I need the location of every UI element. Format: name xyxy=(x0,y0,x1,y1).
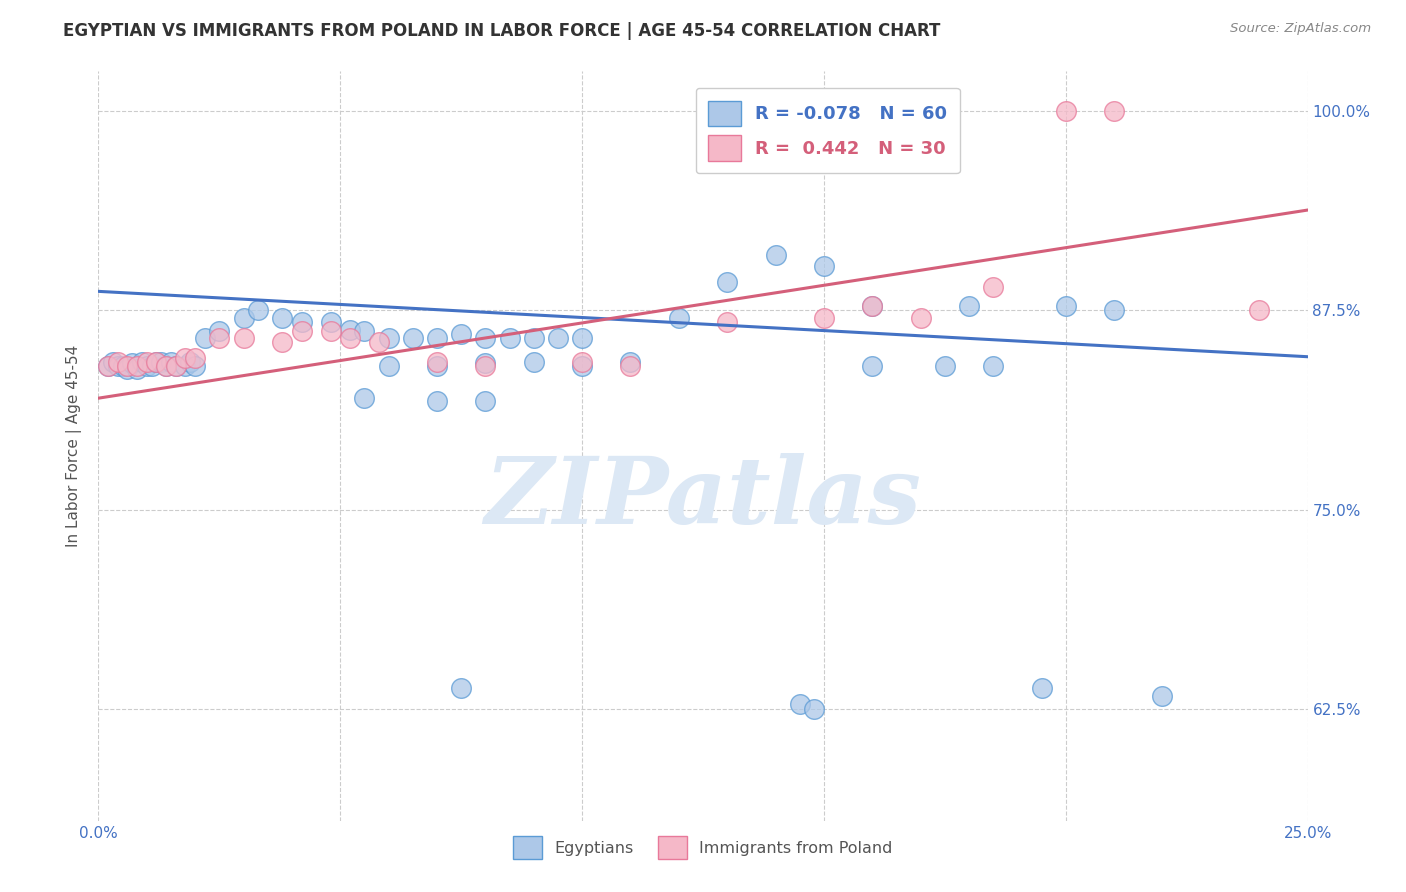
Point xyxy=(184,359,207,374)
Point xyxy=(860,299,883,313)
Point xyxy=(813,259,835,273)
Point xyxy=(377,330,399,344)
Point xyxy=(1102,303,1125,318)
Text: ZIPatlas: ZIPatlas xyxy=(485,453,921,543)
Point xyxy=(290,324,312,338)
Point xyxy=(339,323,361,337)
Point xyxy=(474,330,496,344)
Point xyxy=(111,359,134,374)
Point xyxy=(910,311,932,326)
Point xyxy=(97,359,120,374)
Point xyxy=(1102,104,1125,119)
Point xyxy=(368,335,391,350)
Point xyxy=(208,330,231,344)
Point xyxy=(117,359,139,374)
Point xyxy=(803,702,825,716)
Point xyxy=(247,303,270,318)
Point xyxy=(1031,681,1053,696)
Point xyxy=(619,359,641,374)
Point xyxy=(1054,299,1077,313)
Point xyxy=(121,356,143,370)
Point xyxy=(165,359,187,374)
Point xyxy=(474,356,496,370)
Point xyxy=(668,311,690,326)
Point xyxy=(184,351,207,366)
Point xyxy=(716,315,738,329)
Point xyxy=(160,354,183,368)
Point xyxy=(860,359,883,374)
Point xyxy=(127,359,149,374)
Point xyxy=(145,354,167,368)
Point xyxy=(813,311,835,326)
Point xyxy=(981,359,1004,374)
Point xyxy=(353,324,375,338)
Point xyxy=(155,359,177,374)
Point xyxy=(1054,104,1077,119)
Text: EGYPTIAN VS IMMIGRANTS FROM POLAND IN LABOR FORCE | AGE 45-54 CORRELATION CHART: EGYPTIAN VS IMMIGRANTS FROM POLAND IN LA… xyxy=(63,22,941,40)
Point xyxy=(174,359,197,374)
Point xyxy=(150,354,173,368)
Point xyxy=(208,324,231,338)
Text: Source: ZipAtlas.com: Source: ZipAtlas.com xyxy=(1230,22,1371,36)
Point xyxy=(450,327,472,342)
Point xyxy=(571,330,593,344)
Point xyxy=(450,681,472,696)
Point xyxy=(934,359,956,374)
Point xyxy=(194,330,217,344)
Point xyxy=(165,359,187,374)
Point xyxy=(107,354,129,368)
Point xyxy=(353,391,375,405)
Point xyxy=(957,299,980,313)
Point xyxy=(232,311,254,326)
Point xyxy=(107,359,129,374)
Point xyxy=(232,330,254,344)
Point xyxy=(339,330,361,344)
Point xyxy=(135,359,157,374)
Point xyxy=(402,330,425,344)
Point xyxy=(117,362,139,376)
Point xyxy=(426,354,449,368)
Point xyxy=(474,394,496,409)
Y-axis label: In Labor Force | Age 45-54: In Labor Force | Age 45-54 xyxy=(66,345,83,547)
Point xyxy=(1152,690,1174,704)
Point xyxy=(135,354,157,368)
Point xyxy=(319,324,342,338)
Point xyxy=(571,354,593,368)
Point xyxy=(179,354,201,368)
Point xyxy=(155,359,177,374)
Point xyxy=(426,359,449,374)
Point xyxy=(860,299,883,313)
Point xyxy=(174,351,197,366)
Point xyxy=(426,394,449,409)
Point xyxy=(765,248,787,262)
Point xyxy=(523,330,546,344)
Point xyxy=(271,335,294,350)
Point xyxy=(789,698,811,712)
Point xyxy=(319,315,342,329)
Legend: Egyptians, Immigrants from Poland: Egyptians, Immigrants from Poland xyxy=(506,830,900,865)
Point xyxy=(101,354,124,368)
Point xyxy=(571,359,593,374)
Point xyxy=(474,359,496,374)
Point xyxy=(498,330,520,344)
Point xyxy=(716,275,738,289)
Point xyxy=(290,315,312,329)
Point xyxy=(426,330,449,344)
Point xyxy=(145,354,167,368)
Point xyxy=(981,279,1004,293)
Point xyxy=(377,359,399,374)
Point xyxy=(523,354,546,368)
Point xyxy=(131,354,153,368)
Point xyxy=(271,311,294,326)
Point xyxy=(97,359,120,374)
Point xyxy=(547,330,569,344)
Point xyxy=(619,354,641,368)
Point xyxy=(1249,303,1271,318)
Point xyxy=(141,359,163,374)
Point xyxy=(127,362,149,376)
